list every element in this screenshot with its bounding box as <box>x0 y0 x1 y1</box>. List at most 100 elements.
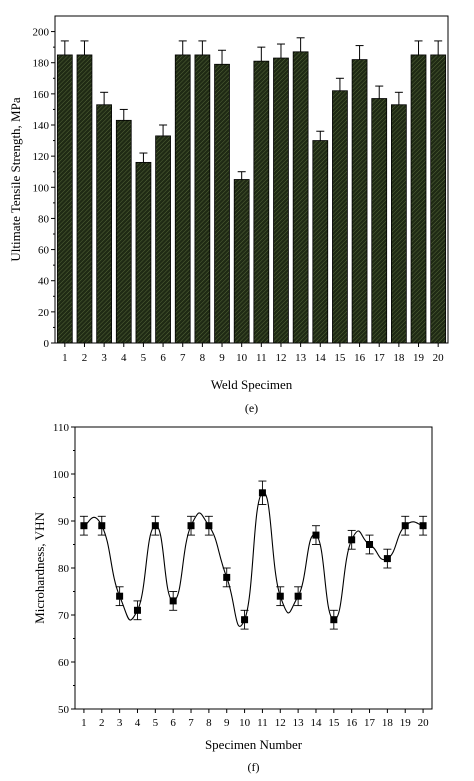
bar <box>76 54 93 344</box>
x-tick-label-f: 7 <box>188 717 194 729</box>
y-tick-label-e: 180 <box>33 58 50 70</box>
x-tick-label-e: 16 <box>354 352 366 364</box>
data-point <box>401 522 409 530</box>
bar <box>410 54 427 344</box>
x-axis-label-f: Specimen Number <box>205 737 303 752</box>
bar <box>371 98 388 344</box>
x-tick-label-f: 2 <box>99 717 105 729</box>
y-tick-label-f: 60 <box>58 657 70 669</box>
y-tick-label-e: 80 <box>38 213 50 225</box>
bar <box>391 104 407 344</box>
data-point <box>205 522 213 530</box>
x-tick-label-f: 14 <box>310 717 322 729</box>
x-tick-label-f: 6 <box>170 717 176 729</box>
x-tick-label-f: 3 <box>117 717 123 729</box>
x-tick-label-e: 15 <box>334 352 346 364</box>
data-point <box>276 592 284 600</box>
x-tick-label-e: 13 <box>295 352 307 364</box>
x-tick-label-f: 13 <box>293 717 305 729</box>
x-tick-label-e: 6 <box>160 352 166 364</box>
x-tick-label-e: 3 <box>101 352 107 364</box>
x-tick-label-e: 5 <box>141 352 147 364</box>
x-tick-label-f: 16 <box>346 717 358 729</box>
y-tick-label-e: 200 <box>33 27 50 39</box>
y-tick-label-e: 100 <box>33 182 50 194</box>
x-tick-label-f: 11 <box>257 717 268 729</box>
x-tick-label-e: 1 <box>62 352 68 364</box>
bar <box>194 54 211 344</box>
plot-frame-e <box>54 15 449 344</box>
data-point <box>187 522 195 530</box>
data-point <box>151 522 159 530</box>
data-point <box>133 606 141 614</box>
y-tick-label-f: 110 <box>53 422 70 434</box>
x-tick-label-e: 8 <box>200 352 206 364</box>
y-tick-label-f: 90 <box>58 516 70 528</box>
fit-curve <box>83 492 424 627</box>
x-tick-label-f: 5 <box>153 717 159 729</box>
x-tick-label-e: 9 <box>219 352 225 364</box>
bar <box>174 54 191 344</box>
y-tick-label-e: 20 <box>38 307 50 319</box>
x-tick-label-f: 9 <box>224 717 230 729</box>
data-point <box>258 489 266 497</box>
data-point <box>366 541 374 548</box>
bar <box>292 51 309 344</box>
y-axis-label-e: Ultimate Tensile Strength, MPa <box>8 97 23 261</box>
x-tick-label-e: 18 <box>393 352 405 364</box>
data-point <box>223 573 231 581</box>
bar <box>430 54 447 344</box>
data-point <box>294 592 302 600</box>
x-tick-label-e: 10 <box>236 352 248 364</box>
x-tick-label-f: 1 <box>81 717 87 729</box>
data-point <box>330 616 338 624</box>
plot-frame-f <box>74 426 433 710</box>
data-point <box>383 555 391 563</box>
y-tick-label-e: 160 <box>33 89 50 101</box>
y-tick-label-f: 70 <box>58 610 70 622</box>
bar <box>233 179 250 344</box>
x-tick-label-e: 4 <box>121 352 127 364</box>
y-tick-label-e: 40 <box>38 276 50 288</box>
x-tick-label-f: 18 <box>382 717 394 729</box>
x-tick-label-f: 8 <box>206 717 212 729</box>
x-tick-label-f: 20 <box>418 717 430 729</box>
x-tick-label-f: 4 <box>135 717 141 729</box>
bar <box>96 104 112 344</box>
bar <box>273 57 289 344</box>
bar <box>135 161 152 344</box>
data-point <box>312 531 320 539</box>
x-tick-label-f: 17 <box>364 717 376 729</box>
y-tick-label-e: 140 <box>33 120 50 132</box>
x-tick-label-e: 11 <box>256 352 267 364</box>
bar <box>332 90 348 344</box>
y-tick-label-e: 120 <box>33 151 50 163</box>
x-tick-label-e: 14 <box>315 352 327 364</box>
x-tick-label-f: 12 <box>275 717 286 729</box>
bar <box>56 54 73 344</box>
y-tick-label-e: 0 <box>44 338 50 350</box>
y-tick-label-f: 100 <box>53 469 70 481</box>
y-tick-label-f: 50 <box>58 704 70 716</box>
bar <box>253 60 270 344</box>
panel-label-f: (f) <box>248 760 260 774</box>
data-point <box>419 522 427 530</box>
x-tick-label-e: 17 <box>374 352 386 364</box>
data-point <box>116 592 124 600</box>
bar <box>312 140 329 344</box>
x-tick-label-e: 7 <box>180 352 186 364</box>
panel-label-e: (e) <box>245 401 258 415</box>
data-point <box>169 597 177 605</box>
x-tick-label-e: 2 <box>82 352 88 364</box>
x-tick-label-f: 10 <box>239 717 251 729</box>
x-tick-label-e: 19 <box>413 352 425 364</box>
data-point <box>241 616 249 624</box>
bar <box>115 119 132 344</box>
bar <box>351 59 368 344</box>
bar <box>214 63 230 344</box>
x-tick-label-f: 19 <box>400 717 412 729</box>
data-point <box>98 522 106 530</box>
